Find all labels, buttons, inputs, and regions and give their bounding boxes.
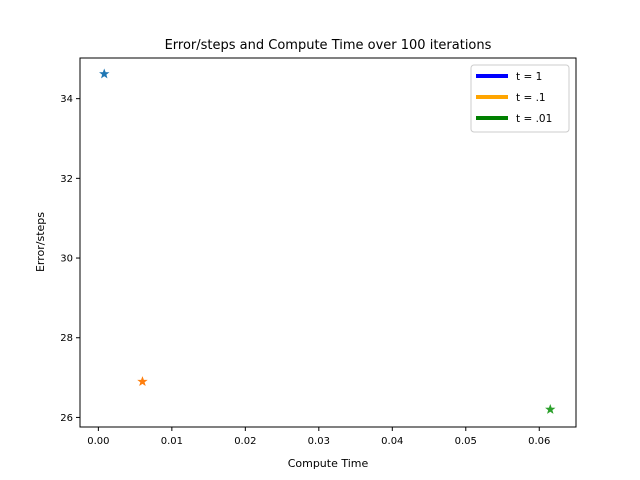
y-tick-label: 26	[60, 413, 73, 424]
data-point-star	[545, 403, 556, 414]
legend-label: t = 1	[516, 71, 542, 83]
legend-box	[470, 64, 570, 133]
x-tick-label: 0.06	[528, 436, 550, 447]
y-tick-label: 28	[60, 333, 73, 344]
x-tick-label: 0.04	[381, 436, 403, 447]
legend-label: t = .01	[516, 113, 552, 125]
y-axis-label: Error/steps	[34, 212, 47, 272]
data-point-star	[137, 376, 148, 386]
plot-frame	[79, 57, 577, 428]
x-tick-label: 0.00	[87, 436, 109, 447]
y-tick-label: 34	[60, 94, 73, 105]
x-axis-ticks: 0.00 0.01 0.02 0.03 0.04 0.05 0.06	[87, 427, 550, 447]
legend-label: t = .1	[516, 92, 546, 104]
x-axis-label: Compute Time	[288, 457, 369, 470]
x-tick-label: 0.02	[234, 436, 256, 447]
x-tick-label: 0.01	[161, 436, 183, 447]
y-tick-label: 30	[60, 254, 73, 265]
x-tick-label: 0.03	[308, 436, 330, 447]
chart-title: Error/steps and Compute Time over 100 it…	[165, 38, 492, 53]
legend: t = 1 t = .1 t = .01	[470, 64, 570, 133]
y-tick-label: 32	[60, 174, 73, 185]
data-point-star	[99, 68, 110, 79]
x-tick-label: 0.05	[455, 436, 477, 447]
data-points	[99, 68, 556, 414]
y-axis-ticks: 26 28 30 32 34	[60, 94, 80, 424]
